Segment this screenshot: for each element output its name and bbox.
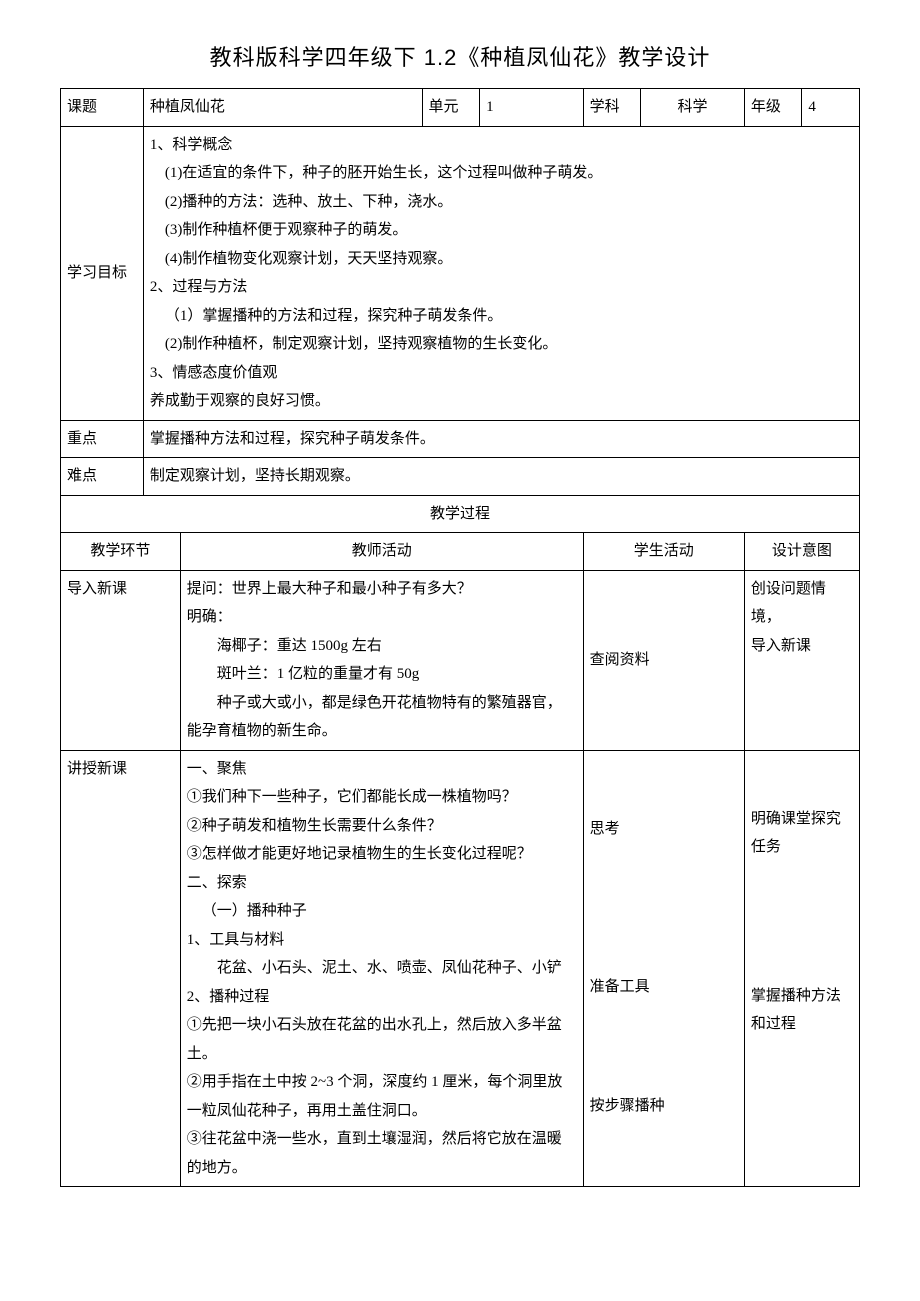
text-line: ②种子萌发和植物生长需要什么条件？ — [187, 812, 577, 841]
process-col-student: 学生活动 — [583, 533, 744, 571]
intro-teacher: 提问：世界上最大种子和最小种子有多大？ 明确： 海椰子：重达 1500g 左右 … — [180, 570, 583, 750]
table-row: 学习目标 1、科学概念 (1)在适宜的条件下，种子的胚开始生长，这个过程叫做种子… — [61, 126, 860, 420]
text-line: ③怎样做才能更好地记录植物生的生长变化过程呢？ — [187, 840, 577, 869]
table-row: 难点 制定观察计划，坚持长期观察。 — [61, 458, 860, 496]
obj-item: (1)在适宜的条件下，种子的胚开始生长，这个过程叫做种子萌发。 — [150, 159, 853, 188]
difficulty-value: 制定观察计划，坚持长期观察。 — [143, 458, 859, 496]
table-row: 教学环节 教师活动 学生活动 设计意图 — [61, 533, 860, 571]
text-line: 斑叶兰：1 亿粒的重量才有 50g — [187, 660, 577, 689]
process-col-teacher: 教师活动 — [180, 533, 583, 571]
text-line: 花盆、小石头、泥土、水、喷壶、凤仙花种子、小铲 — [187, 954, 577, 983]
obj-section1: 1、科学概念 — [150, 131, 853, 160]
intro-phase: 导入新课 — [61, 570, 181, 750]
difficulty-label: 难点 — [61, 458, 144, 496]
obj-item: 养成勤于观察的良好习惯。 — [150, 387, 853, 416]
table-row: 重点 掌握播种方法和过程，探究种子萌发条件。 — [61, 420, 860, 458]
process-col-phase: 教学环节 — [61, 533, 181, 571]
text-line: ②用手指在土中按 2~3 个洞，深度约 1 厘米，每个洞里放一粒凤仙花种子，再用… — [187, 1068, 577, 1125]
text-line: 提问：世界上最大种子和最小种子有多大？ — [187, 575, 577, 604]
text-line: 2、播种过程 — [187, 983, 577, 1012]
obj-section3: 3、情感态度价值观 — [150, 359, 853, 388]
page-title: 教科版科学四年级下 1.2《种植凤仙花》教学设计 — [60, 40, 860, 72]
grade-label: 年级 — [744, 89, 802, 127]
obj-item: (2)播种的方法：选种、放土、下种，浇水。 — [150, 188, 853, 217]
text-line: 导入新课 — [751, 632, 853, 661]
objectives-content: 1、科学概念 (1)在适宜的条件下，种子的胚开始生长，这个过程叫做种子萌发。 (… — [143, 126, 859, 420]
teach-intent: 明确课堂探究任务 掌握播种方法和过程 — [744, 750, 859, 1187]
text-line: 掌握播种方法和过程 — [751, 982, 853, 1039]
text-line: 种子或大或小，都是绿色开花植物特有的繁殖器官，能孕育植物的新生命。 — [187, 689, 577, 746]
keypoint-label: 重点 — [61, 420, 144, 458]
text-line: ③往花盆中浇一些水，直到土壤湿润，然后将它放在温暖的地方。 — [187, 1125, 577, 1182]
text-line: 创设问题情境， — [751, 575, 853, 632]
teach-student: 思考 准备工具 按步骤播种 — [583, 750, 744, 1187]
text-line: 一、聚焦 — [187, 755, 577, 784]
table-row: 讲授新课 一、聚焦 ①我们种下一些种子，它们都能长成一株植物吗？ ②种子萌发和植… — [61, 750, 860, 1187]
table-row: 导入新课 提问：世界上最大种子和最小种子有多大？ 明确： 海椰子：重达 1500… — [61, 570, 860, 750]
text-line: 明确课堂探究任务 — [751, 805, 853, 862]
process-title: 教学过程 — [61, 495, 860, 533]
keypoint-value: 掌握播种方法和过程，探究种子萌发条件。 — [143, 420, 859, 458]
unit-value: 1 — [480, 89, 584, 127]
obj-item: (2)制作种植杯，制定观察计划，坚持观察植物的生长变化。 — [150, 330, 853, 359]
text-line: 海椰子：重达 1500g 左右 — [187, 632, 577, 661]
intro-student: 查阅资料 — [583, 570, 744, 750]
subject-label: 学科 — [583, 89, 641, 127]
unit-label: 单元 — [422, 89, 480, 127]
objectives-label: 学习目标 — [61, 126, 144, 420]
text-line: 明确： — [187, 603, 577, 632]
process-col-intent: 设计意图 — [744, 533, 859, 571]
text-line: ①我们种下一些种子，它们都能长成一株植物吗？ — [187, 783, 577, 812]
intro-intent: 创设问题情境， 导入新课 — [744, 570, 859, 750]
lesson-plan-table: 课题 种植凤仙花 单元 1 学科 科学 年级 4 学习目标 1、科学概念 (1)… — [60, 88, 860, 1187]
obj-item: (4)制作植物变化观察计划，天天坚持观察。 — [150, 245, 853, 274]
text-line: ①先把一块小石头放在花盆的出水孔上，然后放入多半盆土。 — [187, 1011, 577, 1068]
text-line: 按步骤播种 — [590, 1092, 738, 1121]
text-line: 准备工具 — [590, 973, 738, 1002]
text-line: 思考 — [590, 815, 738, 844]
topic-value: 种植凤仙花 — [143, 89, 422, 127]
text-line: 二、探索 — [187, 869, 577, 898]
subject-value: 科学 — [641, 89, 745, 127]
grade-value: 4 — [802, 89, 860, 127]
topic-label: 课题 — [61, 89, 144, 127]
obj-item: （1）掌握播种的方法和过程，探究种子萌发条件。 — [150, 302, 853, 331]
obj-section2: 2、过程与方法 — [150, 273, 853, 302]
teach-phase: 讲授新课 — [61, 750, 181, 1187]
table-row: 教学过程 — [61, 495, 860, 533]
text-line: 1、工具与材料 — [187, 926, 577, 955]
table-row: 课题 种植凤仙花 单元 1 学科 科学 年级 4 — [61, 89, 860, 127]
obj-item: (3)制作种植杯便于观察种子的萌发。 — [150, 216, 853, 245]
teach-teacher: 一、聚焦 ①我们种下一些种子，它们都能长成一株植物吗？ ②种子萌发和植物生长需要… — [180, 750, 583, 1187]
text-line: （一）播种种子 — [187, 897, 577, 926]
